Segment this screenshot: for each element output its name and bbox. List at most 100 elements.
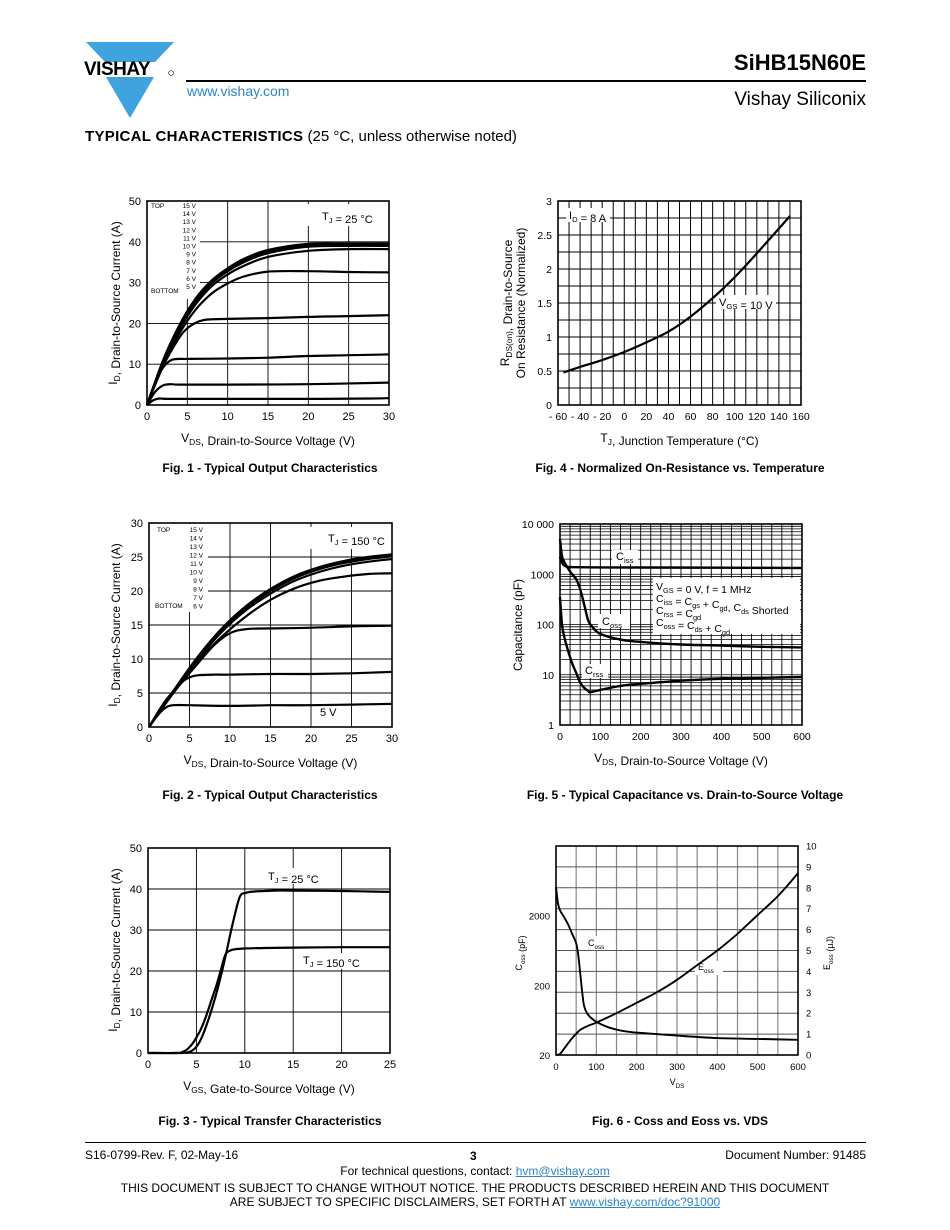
fig1-caption: Fig. 1 - Typical Output Characteristics [162, 461, 378, 475]
fig5-label-ciss-part: C [616, 551, 624, 563]
fig1-xlabel-part: DS [189, 437, 201, 447]
fig3-series-tj-150-c [147, 946, 390, 1055]
fig3-ytick-label: 20 [130, 966, 142, 978]
contact-email-link[interactable]: hvm@vishay.com [515, 1164, 610, 1178]
fig2-legend-entry: 7 V [193, 595, 203, 602]
fig1-annotation: TJ = 25 °C [322, 211, 373, 226]
fig5-legend-line-part: C [685, 608, 693, 620]
fig4-xtick-label: 120 [748, 411, 766, 423]
fig4-annotation-id-part: = 8 A [578, 213, 607, 225]
fig2-legend-entry: 12 V [190, 553, 204, 560]
fig4-xtick-label: 20 [641, 411, 653, 423]
fig5-ylabel-part: Capacitance (pF) [511, 579, 525, 671]
fig6-label-eoss-part: oss [704, 968, 714, 975]
fig2-legend-entry: 10 V [190, 570, 204, 577]
fig5-xlabel-part: , Drain-to-Source Voltage (V) [614, 754, 768, 768]
fig4-ylabel-1-part: , Drain-to-Source [501, 239, 515, 331]
fig4-xtick-label: - 60 [549, 411, 567, 423]
fig5-legend-line: Ciss = Cgs + Cgd, Cds Shorted [656, 593, 789, 617]
fig6-y2label-part: (µJ) [825, 936, 835, 954]
fig1-legend-bottom: BOTTOM [151, 288, 179, 295]
fig5-label-crss-part: rss [593, 670, 603, 679]
fig3-label-tj150-part: J [310, 960, 314, 969]
fig3-ytick-label: 30 [130, 925, 142, 937]
fig6-y2label-part: E [822, 964, 832, 970]
fig6-y2tick-label: 3 [806, 988, 811, 999]
footer-contact: For technical questions, contact: hvm@vi… [0, 1164, 950, 1178]
fig4-xtick-label: 160 [792, 411, 810, 423]
fig1-legend-entry: 5 V [186, 284, 196, 291]
registered-mark [168, 70, 174, 76]
fig5-label-ciss-part: iss [624, 556, 634, 565]
fig1-legend-entry: 13 V [183, 219, 197, 226]
fig2-legend-entry: 9 V [193, 578, 203, 585]
fig1-legend-entry: 8 V [186, 260, 196, 267]
fig2-label-bg [150, 524, 208, 612]
fig5-legend-line-part: C [712, 599, 720, 611]
fig2-ytick-label: 15 [131, 620, 143, 632]
disclaimer-link[interactable]: www.vishay.com/doc?91000 [569, 1195, 721, 1209]
fig5-legend-line-part: gd [722, 628, 730, 637]
fig1-ylabel-part: , Drain-to-Source Current (A) [109, 221, 123, 375]
fig6-xtick-label: 100 [588, 1062, 604, 1073]
fig4-xtick-label: - 40 [571, 411, 589, 423]
fig6-y2label-part: oss [828, 954, 835, 964]
fig2-xtick-label: 0 [146, 733, 152, 745]
fig6-xtick-label: 400 [709, 1062, 725, 1073]
fig1-annotation-part: = 25 °C [333, 214, 373, 226]
fig6-y2tick-label: 7 [806, 904, 811, 915]
fig5-legend-line-part: ds [695, 625, 703, 634]
fig1-series-5-2-v [146, 381, 390, 406]
fig5-xtick-label: 600 [793, 731, 811, 743]
fig6-xtick-label: 600 [790, 1062, 806, 1073]
fig4-label-bg [716, 295, 776, 309]
website-link[interactable]: www.vishay.com [187, 83, 290, 99]
fig6-xtick-label: 0 [553, 1062, 558, 1073]
fig6-frame [555, 845, 799, 1056]
fig5-legend-line-part: V [656, 581, 663, 593]
fig5-legend-line-part: C [733, 602, 741, 614]
fig4-ytick-label: 2 [546, 264, 552, 276]
fig6-y2label: Eoss (µJ) [822, 936, 835, 970]
fig2-ytick-label: 0 [137, 722, 143, 734]
fig2-xtick-label: 30 [386, 733, 398, 745]
fig2-ytick-label: 10 [131, 654, 143, 666]
fig2-series-6-v [148, 624, 393, 728]
fig1-series-6-v [145, 314, 390, 406]
footer-disclaimer-2: ARE SUBJECT TO SPECIFIC DISCLAIMERS, SET… [0, 1195, 950, 1209]
fig3-xlabel-part: V [183, 1079, 191, 1093]
fig5-legend-line-part: gd [719, 604, 727, 613]
fig1-label-bg [148, 202, 200, 299]
fig3-xtick-label: 25 [384, 1059, 396, 1071]
fig4-series-vgs-10-v [563, 215, 791, 374]
fig3-xtick-label: 0 [145, 1059, 151, 1071]
fig3-caption: Fig. 3 - Typical Transfer Characteristic… [158, 1114, 382, 1128]
fig3-frame [147, 847, 391, 1054]
disclaimer-prefix: ARE SUBJECT TO SPECIFIC DISCLAIMERS, SET… [229, 1195, 570, 1209]
fig3-xlabel-part: GS [191, 1085, 204, 1095]
fig2-annotation-part: T [328, 533, 335, 545]
fig2-label-bg [316, 703, 341, 719]
fig5-legend-line-part: , [728, 602, 734, 614]
fig1-xlabel: VDS, Drain-to-Source Voltage (V) [181, 431, 355, 448]
footer-disclaimer-1: THIS DOCUMENT IS SUBJECT TO CHANGE WITHO… [120, 1181, 830, 1195]
fig2-grid [149, 523, 392, 727]
fig3-ylabel-part: , Drain-to-Source Current (A) [109, 868, 123, 1022]
fig1-legend-entry: 11 V [183, 235, 197, 242]
fig5-xtick-label: 400 [713, 731, 731, 743]
fig4-xtick-label: 100 [726, 411, 744, 423]
fig4-annotation-id-part: D [572, 215, 578, 224]
fig2-annotation-part: J [335, 538, 339, 547]
fig5-legend-line-part: gs [692, 601, 700, 610]
fig6-ytick-label: 200 [534, 981, 550, 992]
fig3-ylabel-part: I [106, 1028, 120, 1031]
fig5-ytick-label: 100 [536, 620, 554, 632]
contact-prefix: For technical questions, contact: [340, 1164, 516, 1178]
fig6-y2tick-label: 1 [806, 1030, 811, 1041]
fig2-annotation-5v: 5 V [320, 707, 337, 719]
section-heading: TYPICAL CHARACTERISTICS (25 °C, unless o… [85, 128, 517, 145]
fig6-label-coss-part: oss [595, 944, 605, 951]
fig3-label-tj150: TJ = 150 °C [303, 955, 360, 970]
fig1-legend-entry: 7 V [186, 268, 196, 275]
